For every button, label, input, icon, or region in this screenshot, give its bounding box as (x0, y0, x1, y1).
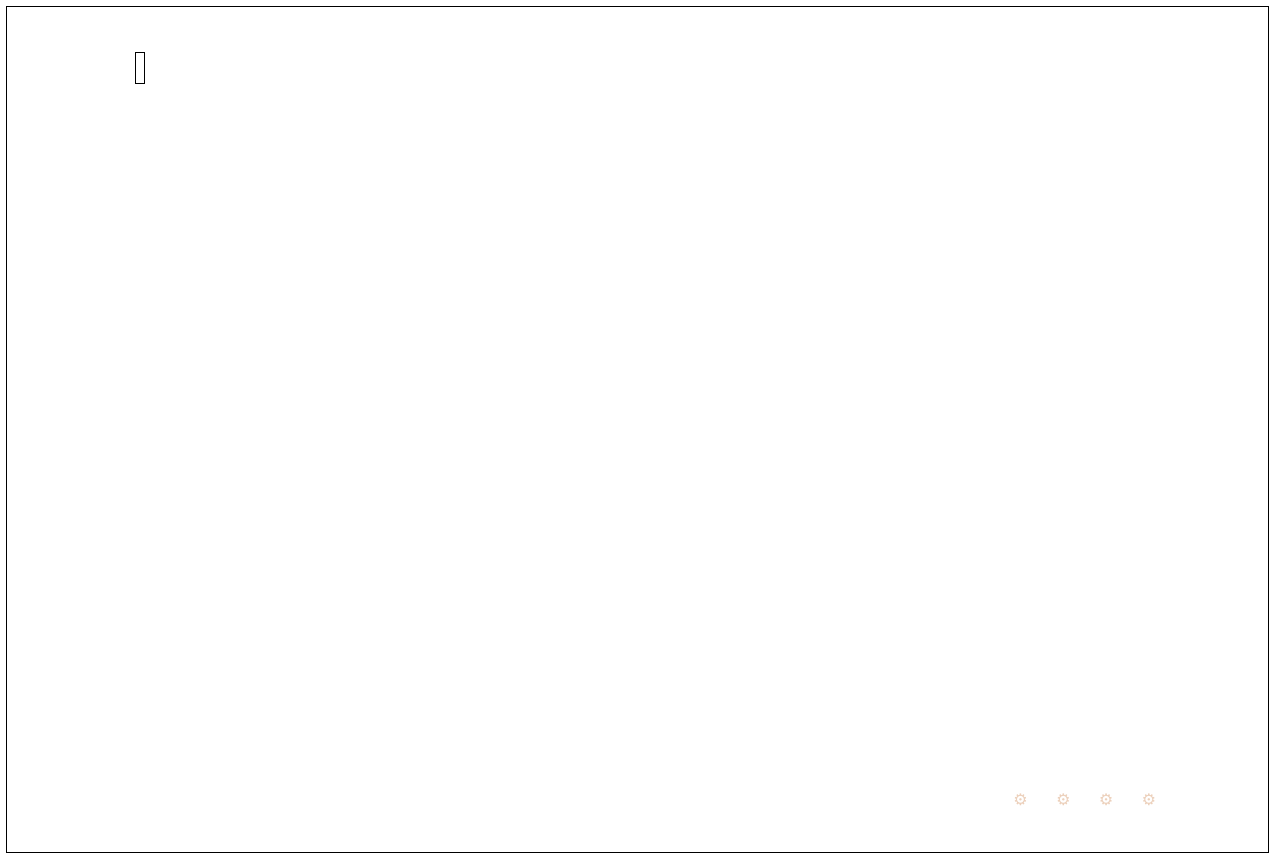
watermark-gears-icon: ⚙ ⚙ ⚙ ⚙ (1013, 790, 1168, 810)
outer-frame: ⚙ ⚙ ⚙ ⚙ (6, 6, 1269, 853)
ts-diagram-plot (127, 37, 1217, 787)
